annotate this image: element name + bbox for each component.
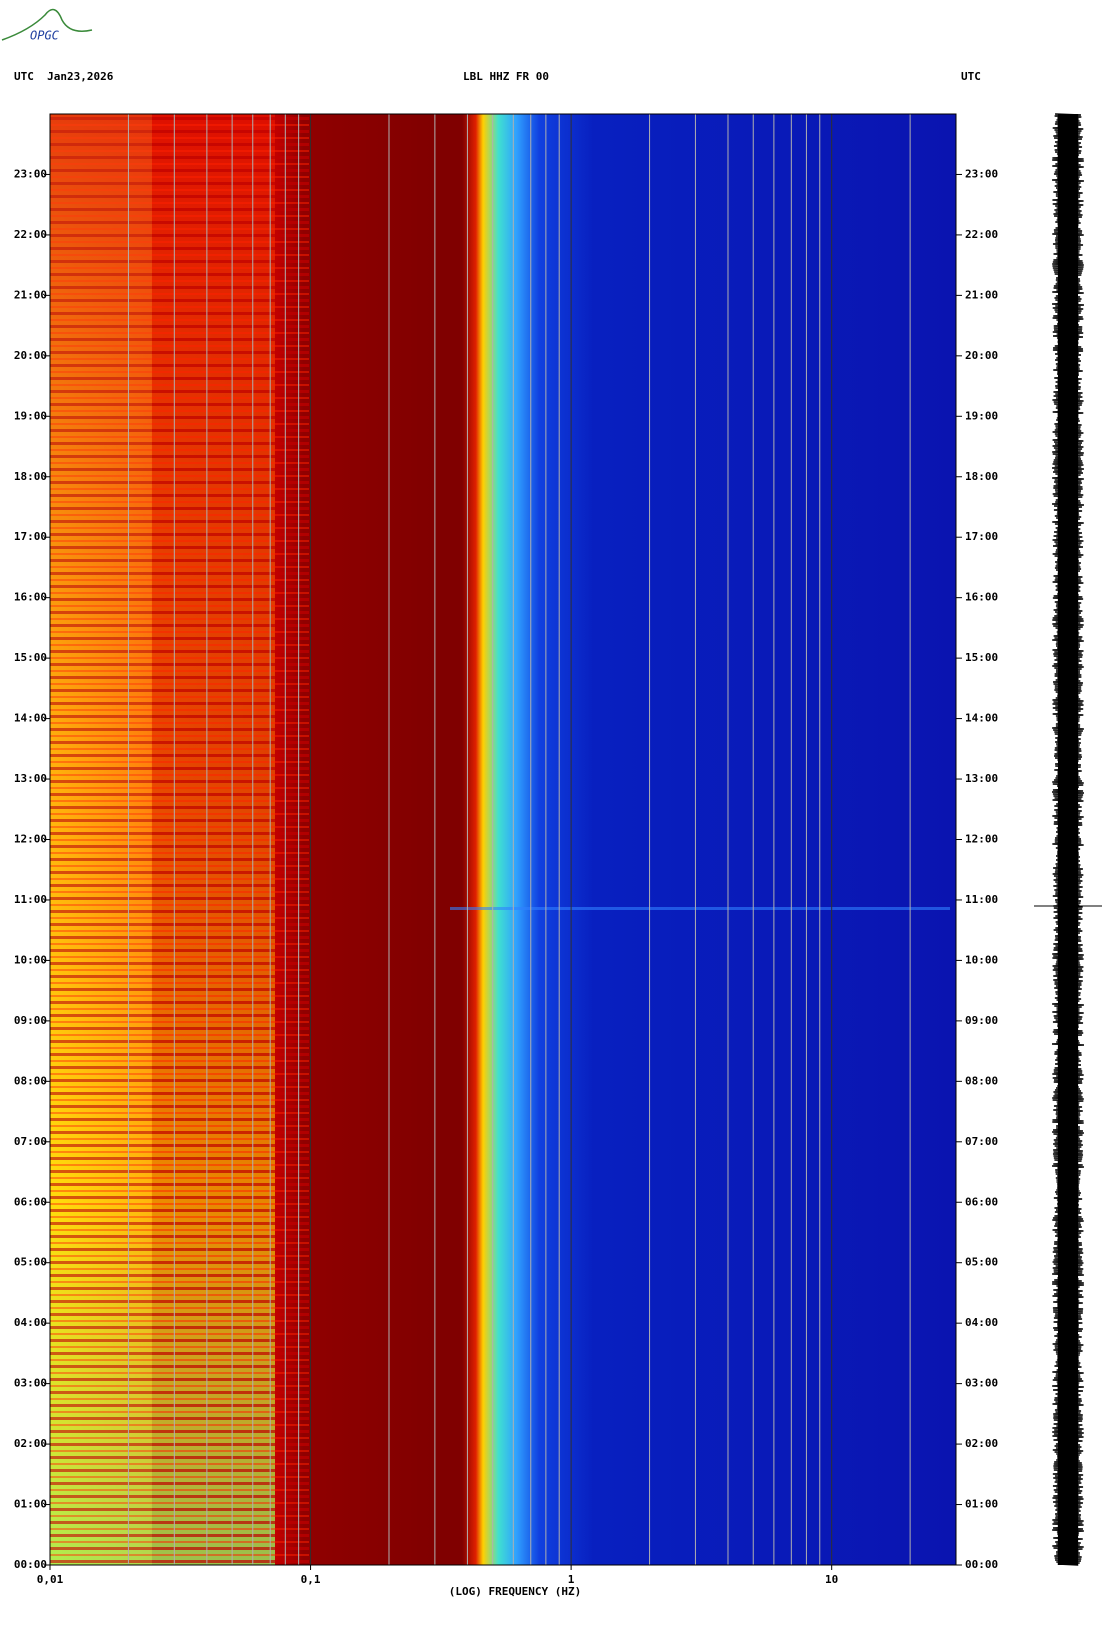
spectrogram: [50, 114, 956, 1565]
y-tick-label: 21:00: [14, 288, 47, 301]
x-axis-label: (LOG) FREQUENCY (HZ): [449, 1585, 581, 1598]
y-tick-label: 23:00: [14, 167, 47, 180]
y-tick-label: 15:00: [965, 651, 998, 664]
y-tick-label: 01:00: [965, 1498, 998, 1511]
y-tick-label: 19:00: [14, 409, 47, 422]
low-frequency-stripes: [50, 114, 309, 1565]
y-tick-label: 05:00: [965, 1256, 998, 1269]
y-tick-label: 00:00: [14, 1558, 47, 1571]
x-tick-label: 10: [825, 1573, 838, 1586]
y-tick-label: 07:00: [965, 1135, 998, 1148]
y-tick-label: 20:00: [965, 349, 998, 362]
y-tick-label: 11:00: [14, 893, 47, 906]
y-tick-label: 03:00: [14, 1377, 47, 1390]
y-tick-label: 19:00: [965, 409, 998, 422]
x-tick-label: 0,1: [301, 1573, 321, 1586]
y-tick-label: 04:00: [14, 1316, 47, 1329]
y-tick-label: 20:00: [14, 349, 47, 362]
waveform: [1051, 113, 1085, 1566]
lowest-band: [50, 114, 152, 1565]
y-tick-label: 12:00: [14, 833, 47, 846]
y-tick-label: 09:00: [14, 1014, 47, 1027]
y-tick-label: 05:00: [14, 1256, 47, 1269]
y-tick-label: 14:00: [14, 712, 47, 725]
x-tick-label: 1: [568, 1573, 575, 1586]
y-tick-label: 08:00: [14, 1074, 47, 1087]
y-tick-label: 12:00: [965, 833, 998, 846]
y-tick-label: 14:00: [965, 712, 998, 725]
y-tick-label: 06:00: [14, 1195, 47, 1208]
y-tick-label: 23:00: [965, 167, 998, 180]
y-tick-label: 10:00: [965, 953, 998, 966]
logo-text: OPGC: [30, 29, 60, 43]
y-tick-label: 10:00: [14, 953, 47, 966]
left-header: UTC Jan23,2026: [14, 70, 114, 83]
y-tick-label: 04:00: [965, 1316, 998, 1329]
y-tick-label: 03:00: [965, 1377, 998, 1390]
y-tick-label: 15:00: [14, 651, 47, 664]
y-tick-label: 17:00: [14, 530, 47, 543]
y-tick-label: 09:00: [965, 1014, 998, 1027]
y-tick-label: 07:00: [14, 1135, 47, 1148]
y-tick-label: 00:00: [965, 1558, 998, 1571]
y-tick-label: 06:00: [965, 1195, 998, 1208]
x-tick-label: 0,01: [37, 1573, 64, 1586]
y-tick-label: 13:00: [965, 772, 998, 785]
y-tick-label: 13:00: [14, 772, 47, 785]
y-tick-label: 02:00: [14, 1437, 47, 1450]
y-tick-label: 16:00: [965, 591, 998, 604]
y-tick-label: 22:00: [14, 228, 47, 241]
chart-title: LBL HHZ FR 00: [463, 70, 549, 83]
y-tick-label: 02:00: [965, 1437, 998, 1450]
y-tick-label: 01:00: [14, 1498, 47, 1511]
right-header: UTC: [961, 70, 981, 83]
y-tick-label: 08:00: [965, 1074, 998, 1087]
y-tick-label: 17:00: [965, 530, 998, 543]
event-line: [450, 907, 950, 910]
logo: OPGC: [1, 8, 93, 43]
y-tick-label: 18:00: [14, 470, 47, 483]
y-tick-label: 22:00: [965, 228, 998, 241]
y-tick-label: 18:00: [965, 470, 998, 483]
y-tick-label: 11:00: [965, 893, 998, 906]
waveform-core: [1058, 114, 1078, 1565]
y-tick-label: 16:00: [14, 591, 47, 604]
y-tick-label: 21:00: [965, 288, 998, 301]
